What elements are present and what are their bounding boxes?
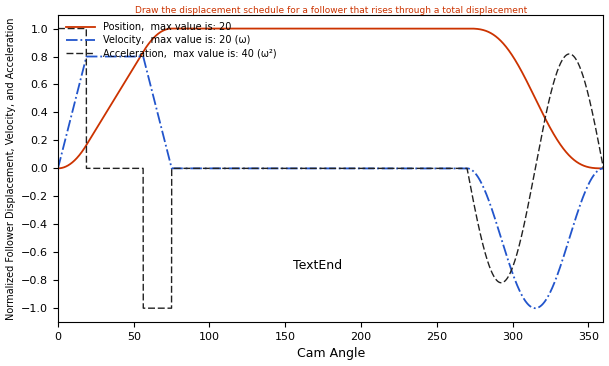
Line: Acceleration,  max value is: 40 (ω²): Acceleration, max value is: 40 (ω²) — [58, 29, 604, 308]
Velocity,  max value is: 20 (ω): (122, 0): 20 (ω): (122, 0) — [240, 166, 247, 171]
Legend: Position,  max value is: 20, Velocity,  max value is: 20 (ω), Acceleration,  max: Position, max value is: 20, Velocity, ma… — [63, 19, 279, 61]
Position,  max value is: 20: (0, 0): 20: (0, 0) — [54, 166, 62, 171]
Y-axis label: Normalized Follower Displacement, Velocity, and Acceleration: Normalized Follower Displacement, Veloci… — [5, 17, 16, 320]
Position,  max value is: 20: (263, 1): 20: (263, 1) — [453, 26, 460, 31]
Velocity,  max value is: 20 (ω): (263, 0): 20 (ω): (263, 0) — [453, 166, 460, 171]
Line: Position,  max value is: 20: Position, max value is: 20 — [58, 29, 604, 168]
Acceleration,  max value is: 40 (ω²): (56.3, -1): 40 (ω²): (56.3, -1) — [139, 306, 147, 310]
Acceleration,  max value is: 40 (ω²): (122, 0): 40 (ω²): (122, 0) — [240, 166, 247, 171]
X-axis label: Cam Angle: Cam Angle — [297, 347, 365, 361]
Position,  max value is: 20: (122, 1): 20: (122, 1) — [240, 26, 247, 31]
Position,  max value is: 20: (170, 1): 20: (170, 1) — [312, 26, 320, 31]
Title: Draw the displacement schedule for a follower that rises through a total displac: Draw the displacement schedule for a fol… — [135, 5, 527, 15]
Acceleration,  max value is: 40 (ω²): (360, 2e-16): 40 (ω²): (360, 2e-16) — [600, 166, 607, 171]
Acceleration,  max value is: 40 (ω²): (345, 0.711): 40 (ω²): (345, 0.711) — [577, 67, 584, 71]
Position,  max value is: 20: (345, 0.0294): 20: (345, 0.0294) — [577, 162, 584, 167]
Velocity,  max value is: 20 (ω): (340, -0.396): 20 (ω): (340, -0.396) — [570, 221, 577, 226]
Velocity,  max value is: 20 (ω): (273, -0.0135): 20 (ω): (273, -0.0135) — [468, 168, 476, 172]
Velocity,  max value is: 20 (ω): (360, -0): 20 (ω): (360, -0) — [600, 166, 607, 171]
Velocity,  max value is: 20 (ω): (315, -1): 20 (ω): (315, -1) — [532, 306, 539, 310]
Acceleration,  max value is: 40 (ω²): (170, 0): 40 (ω²): (170, 0) — [312, 166, 320, 171]
Velocity,  max value is: 20 (ω): (0, 0): 20 (ω): (0, 0) — [54, 166, 62, 171]
Acceleration,  max value is: 40 (ω²): (0, 1): 40 (ω²): (0, 1) — [54, 26, 62, 31]
Acceleration,  max value is: 40 (ω²): (263, 0): 40 (ω²): (263, 0) — [453, 166, 460, 171]
Velocity,  max value is: 20 (ω): (345, -0.252): 20 (ω): (345, -0.252) — [577, 201, 584, 206]
Position,  max value is: 20: (273, 1): 20: (273, 1) — [468, 26, 476, 31]
Acceleration,  max value is: 40 (ω²): (273, -0.189): 40 (ω²): (273, -0.189) — [468, 193, 476, 197]
Velocity,  max value is: 20 (ω): (18.8, 0.8): 20 (ω): (18.8, 0.8) — [83, 54, 90, 59]
Position,  max value is: 20: (75, 1): 20: (75, 1) — [168, 26, 175, 31]
Text: TextEnd: TextEnd — [293, 259, 342, 272]
Velocity,  max value is: 20 (ω): (170, 0): 20 (ω): (170, 0) — [312, 166, 320, 171]
Acceleration,  max value is: 40 (ω²): (340, 0.801): 40 (ω²): (340, 0.801) — [570, 54, 577, 59]
Position,  max value is: 20: (360, 0): 20: (360, 0) — [600, 166, 607, 171]
Line: Velocity,  max value is: 20 (ω): Velocity, max value is: 20 (ω) — [58, 56, 604, 308]
Position,  max value is: 20: (340, 0.0615): 20: (340, 0.0615) — [570, 158, 577, 162]
